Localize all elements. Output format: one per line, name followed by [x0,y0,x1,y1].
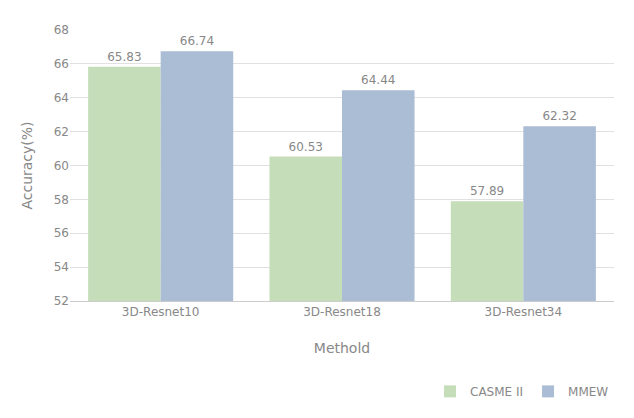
svg-text:52: 52 [54,294,69,308]
svg-text:Methold: Methold [314,340,370,356]
svg-text:68: 68 [54,23,69,37]
svg-text:62: 62 [54,125,69,139]
svg-text:MMEW: MMEW [568,385,608,399]
svg-text:64.44: 64.44 [361,73,395,87]
svg-text:60: 60 [54,159,69,173]
svg-text:65.83: 65.83 [107,50,141,64]
svg-text:3D-Resnet18: 3D-Resnet18 [303,305,381,319]
svg-text:CASME II: CASME II [470,385,523,399]
svg-text:62.32: 62.32 [542,109,576,123]
svg-text:57.89: 57.89 [470,184,504,198]
svg-text:66: 66 [54,57,69,71]
svg-text:56: 56 [54,226,69,240]
svg-text:54: 54 [54,260,69,274]
svg-text:3D-Resnet10: 3D-Resnet10 [122,305,200,319]
svg-text:58: 58 [54,193,69,207]
svg-text:3D-Resnet34: 3D-Resnet34 [485,305,563,319]
svg-text:66.74: 66.74 [180,34,214,48]
svg-text:64: 64 [54,91,69,105]
svg-text:Accuracy(%): Accuracy(%) [19,121,35,209]
svg-text:60.53: 60.53 [289,140,323,154]
